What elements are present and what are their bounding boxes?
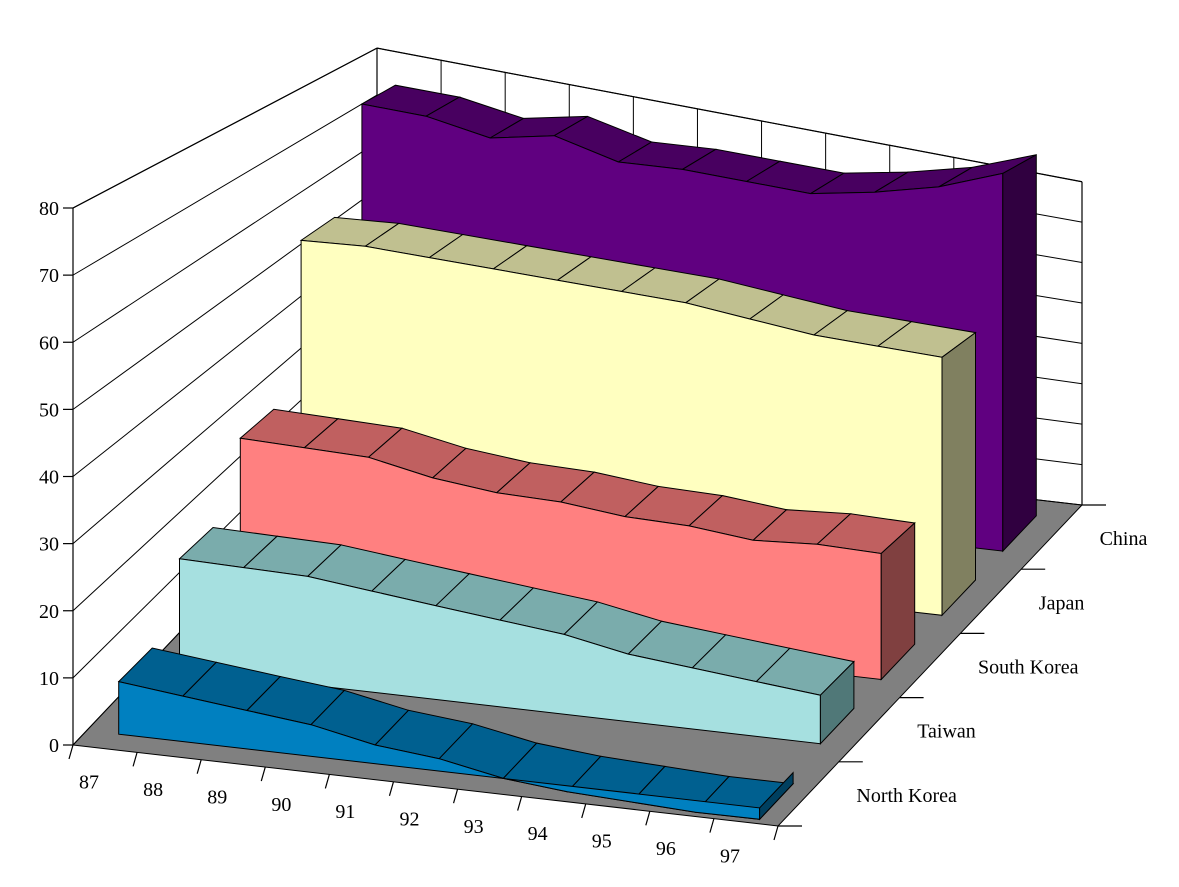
- x-tick-mark: [645, 811, 651, 826]
- x-tick-mark: [452, 789, 459, 804]
- series-label: North Korea: [856, 785, 957, 807]
- x-tick-label: 96: [656, 838, 676, 860]
- x-tick-label: 97: [720, 845, 740, 867]
- y-tick-label: 40: [39, 467, 59, 489]
- y-tick-label: 20: [39, 601, 59, 623]
- chart-labels: 0 10 20 30 40 50 60 70 80 87 88 89 90 91 92 93 94 95 96 97 N…: [39, 198, 1147, 867]
- x-tick-label: 87: [79, 772, 99, 794]
- series-side-face: [1002, 153, 1037, 553]
- back-wall-top-edge: [376, 47, 1083, 183]
- series-ribbon: [178, 526, 855, 745]
- x-tick-mark: [132, 752, 138, 767]
- x-tick-label: 94: [528, 823, 548, 845]
- y-tick-label: 10: [39, 668, 59, 690]
- x-tick-label: 89: [207, 786, 227, 808]
- x-tick-mark: [773, 825, 779, 841]
- x-tick-label: 92: [400, 809, 420, 831]
- y-gridline-left: [72, 141, 378, 343]
- y-tick-label: 60: [39, 332, 59, 354]
- x-tick-label: 93: [464, 816, 484, 838]
- series-side-face: [941, 331, 976, 617]
- series-side-face: [819, 660, 855, 745]
- series-label: Taiwan: [917, 721, 976, 743]
- x-tick-mark: [260, 766, 266, 782]
- x-tick-mark: [324, 774, 330, 789]
- y-tick-label: 70: [39, 265, 59, 287]
- x-tick-label: 88: [143, 779, 163, 801]
- series-label: Japan: [1039, 592, 1085, 614]
- y-gridline-left: [72, 94, 378, 276]
- series-ribbon: [117, 647, 795, 821]
- x-tick-mark: [709, 818, 715, 833]
- chart-series: [117, 84, 1037, 821]
- x-tick-label: 91: [335, 801, 355, 823]
- y-tick-label: 50: [39, 399, 59, 421]
- series-side-face: [759, 771, 794, 821]
- series-side-face: [880, 521, 916, 681]
- x-tick-label: 95: [592, 831, 612, 853]
- y-tick-label: 80: [39, 198, 59, 220]
- series-label: South Korea: [978, 657, 1079, 679]
- x-tick-mark: [388, 781, 395, 796]
- x-tick-mark: [68, 744, 74, 760]
- x-tick-mark: [581, 803, 587, 819]
- left-wall-top-edge: [72, 47, 378, 209]
- x-tick-mark: [196, 759, 202, 774]
- series-label: China: [1100, 528, 1148, 550]
- y-tick-label: 30: [39, 534, 59, 556]
- x-tick-label: 90: [271, 794, 291, 816]
- x-tick-mark: [517, 796, 523, 811]
- y-tick-label: 0: [49, 735, 59, 757]
